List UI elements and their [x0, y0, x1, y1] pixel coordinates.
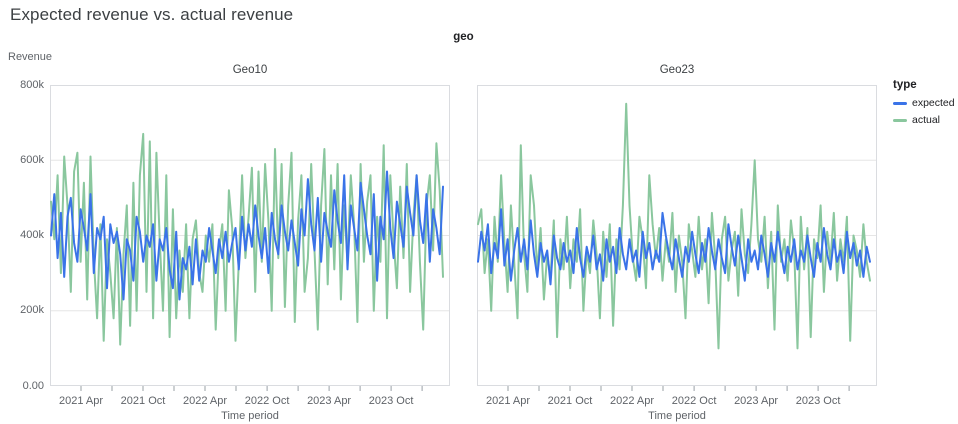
panel-geo23: Geo23 2021 Apr 2021 Oct 2022 Apr 2022 Oct 20… — [477, 62, 877, 424]
x-tick-label: 2021 Oct — [548, 395, 593, 407]
y-axis-title: Revenue — [8, 51, 53, 63]
x-tick-label: 2022 Oct — [245, 395, 290, 407]
x-tick-label: 2022 Apr — [610, 395, 654, 407]
legend-title: type — [893, 79, 917, 91]
legend: type expected actual — [893, 79, 957, 131]
x-tick-label: 2023 Oct — [369, 395, 414, 407]
y-tick-label: 800k — [20, 78, 44, 91]
series-line-actual — [477, 102, 871, 350]
x-tick-label: 2023 Apr — [734, 395, 778, 407]
y-tick-label: 200k — [20, 304, 44, 317]
legend-entry-expected: expected — [893, 97, 957, 109]
x-tick-label: 2021 Apr — [59, 395, 103, 407]
x-tick-label: 2022 Apr — [183, 395, 227, 407]
plot-area-geo23: 2021 Apr 2021 Oct 2022 Apr 2022 Oct 2023 Apr… — [477, 85, 877, 422]
legend-entry-actual: actual — [893, 114, 957, 126]
y-tick-label: 0.00 — [22, 379, 44, 392]
expected-line-swatch-icon — [893, 101, 907, 105]
panel-border — [477, 85, 877, 386]
y-tick-label: 600k — [20, 153, 44, 166]
panel-title-geo10: Geo10 — [232, 64, 268, 76]
y-tick-label: 400k — [20, 229, 44, 241]
x-tick-label: 2021 Apr — [486, 395, 530, 407]
x-axis-title: Time period — [648, 410, 706, 422]
x-tick-label: 2021 Oct — [121, 395, 166, 407]
actual-line-swatch-icon — [893, 118, 907, 122]
series-line-expected — [477, 208, 871, 286]
x-tick-label: 2023 Oct — [796, 395, 841, 407]
legend-label-actual: actual — [912, 114, 941, 126]
panel-geo10: Geo10 2021 Apr 2021 Oct 2022 Apr 2022 Oct 20… — [50, 62, 450, 424]
series-line-expected — [50, 170, 444, 301]
facet-field-label: geo — [453, 31, 474, 43]
plot-area-geo10: 2021 Apr 2021 Oct 2022 Apr 2022 Oct 2023 Apr… — [50, 85, 450, 422]
x-axis-title: Time period — [221, 410, 279, 422]
legend-label-expected: expected — [912, 97, 955, 109]
panel-title-geo23: Geo23 — [659, 64, 695, 76]
x-tick-label: 2023 Apr — [307, 395, 351, 407]
x-tick-label: 2022 Oct — [672, 395, 717, 407]
page-title: Expected revenue vs. actual revenue — [10, 5, 294, 24]
